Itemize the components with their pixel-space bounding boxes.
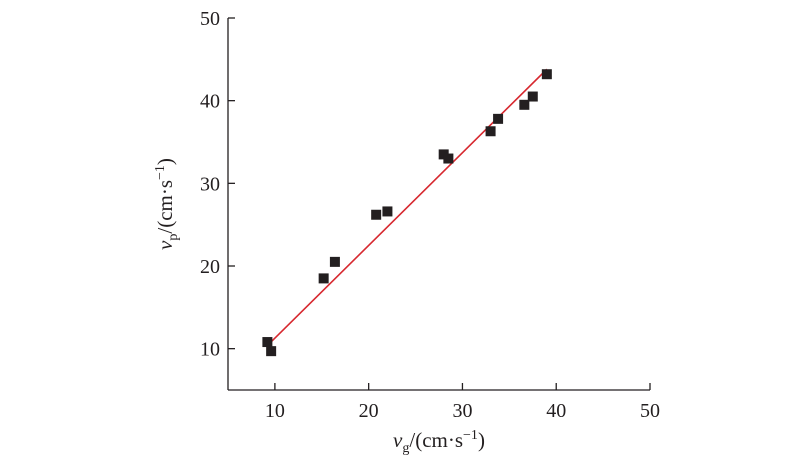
data-point	[485, 126, 496, 137]
data-points	[262, 69, 552, 357]
data-point	[493, 113, 504, 124]
data-point	[382, 206, 393, 217]
data-point	[262, 337, 273, 348]
data-point	[266, 346, 277, 357]
y-label-subscript: p	[166, 234, 181, 241]
y-tick-label: 50	[200, 8, 220, 30]
axes	[227, 18, 650, 391]
x-tick-label: 20	[359, 400, 379, 422]
x-tick-label: 30	[452, 400, 472, 422]
x-axis-label: vg/(cm·s−1)	[393, 428, 485, 456]
x-label-unit-close: )	[478, 428, 485, 452]
y-axis-label: vp/(cm·s−1)	[153, 158, 181, 250]
x-label-symbol: v	[393, 428, 403, 452]
y-tick-label: 40	[200, 91, 220, 113]
x-tick-label: 10	[265, 400, 285, 422]
y-label-exponent: −1	[153, 165, 168, 180]
x-label-exponent: −1	[463, 428, 478, 443]
y-label-unit: /(cm·s	[153, 180, 177, 234]
data-point	[329, 256, 340, 267]
data-point	[527, 91, 538, 102]
x-ticks: 10 20 30 40 50	[265, 383, 660, 422]
y-tick-label: 10	[200, 339, 220, 361]
fit-line	[268, 68, 548, 345]
data-point	[519, 99, 530, 110]
y-label-symbol: v	[153, 240, 177, 250]
y-tick-label: 30	[200, 173, 220, 195]
x-label-subscript: g	[402, 441, 409, 456]
x-label-unit: /(cm·s	[409, 428, 463, 452]
data-point	[318, 273, 329, 284]
y-ticks: 10 20 30 40 50	[200, 8, 235, 361]
x-tick-label: 50	[640, 400, 660, 422]
x-tick-label: 40	[546, 400, 566, 422]
data-point	[541, 69, 552, 80]
y-tick-label: 20	[200, 256, 220, 278]
data-point	[371, 209, 382, 220]
data-point	[443, 153, 454, 164]
y-label-unit-close: )	[153, 158, 177, 165]
